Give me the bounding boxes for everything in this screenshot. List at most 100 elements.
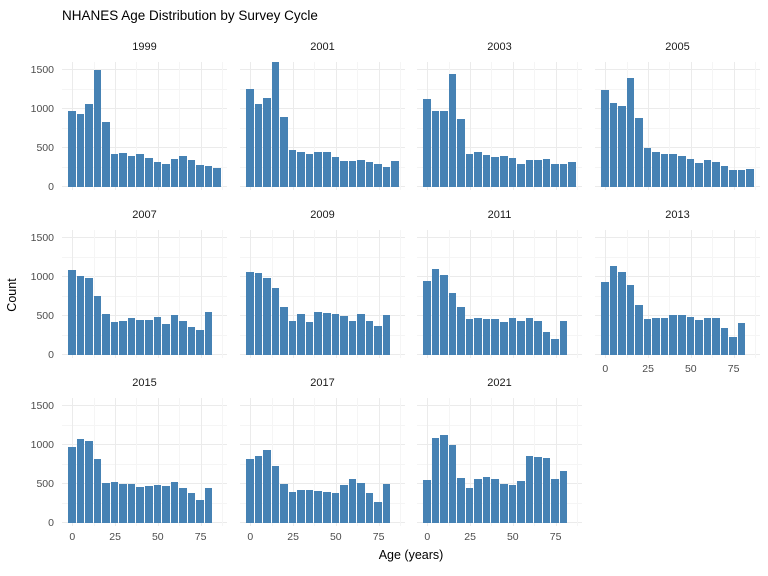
histogram-bar-2009-age70 [365,321,374,355]
histogram-bar-2015-age35 [127,483,136,523]
histogram-bar-2001-age45 [323,151,331,187]
y-tick-label: 500 [36,142,54,154]
gridline-major-v [115,230,117,358]
histogram-bar-2017-age10 [263,450,271,523]
histogram-bar-2009-age40 [314,311,322,355]
histogram-bar-2017-age45 [323,492,331,523]
x-tick-label: 25 [642,363,654,375]
histogram-bar-1999-age0 [68,110,76,187]
histogram-bar-2015-age80 [204,487,213,523]
histogram-bar-2009-age80 [382,315,391,355]
gridline-minor-v [577,398,578,526]
histogram-bar-2005-age55 [695,162,703,187]
x-tick-label: 0 [602,363,609,375]
gridline-major-h [62,444,227,445]
gridline-minor-v [534,230,536,358]
gridline-major-h [417,147,582,148]
gridline-major-v [648,230,650,358]
gridline-minor-v [755,230,756,358]
histogram-bar-2013-age15 [626,285,635,355]
gridline-minor-h [62,127,227,129]
histogram-bar-2021-age10 [440,434,448,523]
y-tick-label: 1000 [30,439,54,451]
histogram-bar-2013-age45 [678,314,686,355]
histogram-bar-2005-age15 [626,77,635,187]
gridline-major-h [240,186,405,187]
facet-panel-2013 [595,230,760,358]
histogram-bar-2013-age10 [618,272,626,355]
histogram-bar-2021-age0 [423,480,431,523]
histogram-bar-2005-age70 [720,165,729,187]
histogram-bar-2017-age0 [246,459,254,523]
histogram-bar-2001-age30 [297,151,305,187]
gridline-major-h [417,483,582,484]
gridline-major-h [62,186,227,187]
histogram-bar-2003-age30 [474,152,482,187]
histogram-bar-2011-age30 [474,317,482,355]
histogram-bar-2017-age65 [357,483,365,523]
histogram-bar-2015-age55 [162,486,170,523]
facet-panel-2015 [62,398,227,526]
gridline-major-v [427,398,429,526]
gridline-minor-h [240,166,405,168]
histogram-bar-1999-age15 [93,70,102,187]
gridline-minor-v [136,62,138,190]
facet-strip-label-2001: 2001 [310,41,335,53]
x-tick-label: 75 [549,531,562,543]
gridline-minor-v [179,62,181,190]
gridline-major-v [512,230,514,358]
histogram-bar-2005-age80 [737,170,746,187]
facet-strip-label-2005: 2005 [665,41,690,53]
histogram-bar-2005-age20 [635,118,643,187]
histogram-bar-2011-age40 [491,319,499,355]
gridline-minor-h [417,463,582,465]
gridline-minor-h [62,502,227,504]
gridline-minor-v [314,230,316,358]
gridline-minor-v [534,62,536,190]
gridline-minor-v [179,230,181,358]
gridline-major-v [157,230,159,358]
y-tick-label: 500 [36,310,54,322]
histogram-bar-2015-age50 [153,485,162,523]
y-tick-label: 1000 [30,103,54,115]
histogram-bar-2017-age70 [365,492,374,523]
histogram-bar-2013-age65 [712,317,720,355]
histogram-bar-2003-age70 [542,158,551,187]
histogram-bar-2005-age45 [678,155,686,187]
gridline-major-v [378,62,380,190]
gridline-major-h [595,69,760,70]
histogram-bar-2005-age75 [729,169,737,187]
facet-panel-2011 [417,230,582,358]
gridline-minor-h [62,256,227,258]
histogram-bar-2009-age50 [331,314,340,355]
gridline-minor-v [357,230,359,358]
gridline-major-v [335,398,337,526]
gridline-major-h [417,69,582,70]
histogram-bar-2003-age25 [465,154,474,187]
gridline-minor-v [314,62,316,190]
gridline-minor-v [491,230,493,358]
histogram-bar-2005-age65 [712,162,720,187]
gridline-major-h [62,315,227,316]
gridline-major-h [595,147,760,148]
histogram-bar-2017-age75 [374,501,382,523]
histogram-bar-2011-age80 [559,320,568,355]
gridline-minor-v [314,398,316,526]
histogram-bar-2015-age5 [76,438,85,523]
gridline-minor-v [357,398,359,526]
gridline-major-h [417,354,582,355]
gridline-major-h [240,108,405,109]
histogram-bar-2017-age30 [297,490,305,523]
histogram-bar-2007-age70 [187,326,196,355]
histogram-bar-1999-age20 [102,122,110,187]
histogram-bar-1999-age50 [153,162,162,187]
histogram-bar-2015-age10 [85,441,93,523]
gridline-minor-h [595,256,760,258]
gridline-minor-v [271,398,273,526]
histogram-bar-2017-age15 [271,466,280,523]
facet-strip-label-2009: 2009 [310,209,335,221]
histogram-bar-2021-age15 [448,445,457,523]
histogram-bar-2011-age75 [551,338,559,355]
facet-panel-2017 [240,398,405,526]
